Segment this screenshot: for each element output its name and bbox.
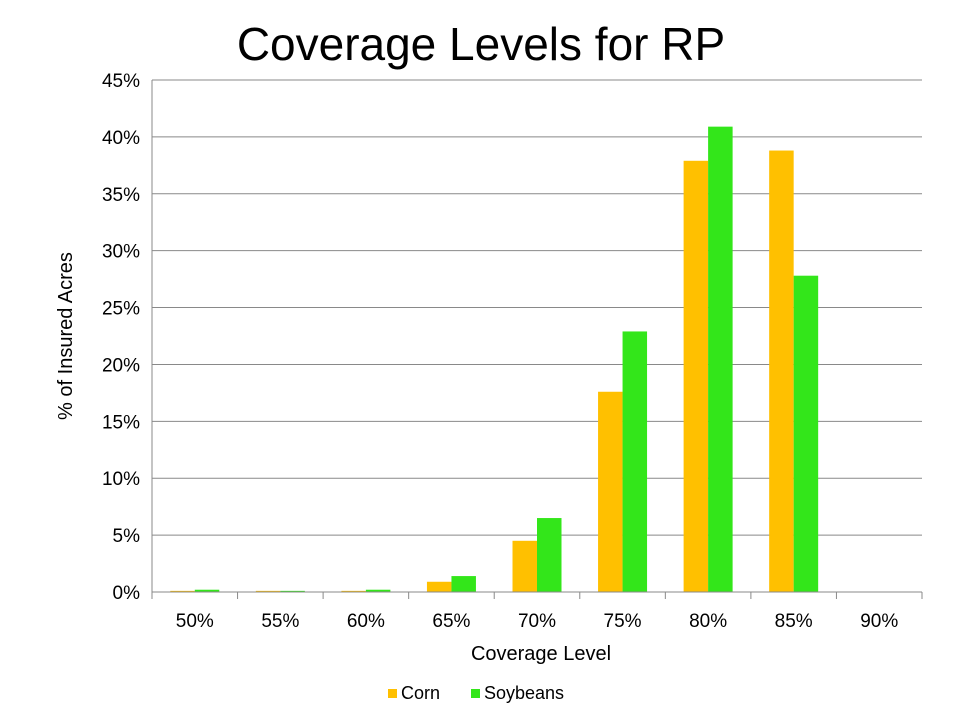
y-tick-label: 25% (102, 299, 140, 320)
bar-soybeans-7 (793, 275, 819, 592)
legend-label-corn: Corn (401, 683, 440, 703)
bar-soybeans-3 (451, 576, 476, 592)
bar-corn-5 (598, 391, 623, 592)
x-tick-label: 60% (347, 611, 385, 632)
bar-corn-4 (512, 540, 537, 592)
bar-soybeans-1 (280, 590, 305, 592)
x-tick-label: 70% (518, 611, 556, 632)
y-tick-label: 5% (113, 526, 141, 547)
y-tick-label: 15% (102, 412, 140, 433)
bar-corn-7 (769, 150, 794, 592)
bar-corn-6 (683, 160, 709, 592)
bar-soybeans-5 (622, 331, 648, 592)
bar-soybeans-4 (537, 518, 562, 592)
bar-soybeans-0 (194, 589, 220, 592)
y-axis-title: % of Insured Acres (55, 252, 77, 420)
bar-corn-3 (426, 581, 452, 592)
x-tick-label: 65% (432, 611, 470, 632)
x-tick-label: 75% (604, 611, 642, 632)
x-tick-label: 85% (775, 611, 813, 632)
y-tick-label: 40% (102, 128, 140, 149)
legend-label-soybeans: Soybeans (484, 683, 564, 703)
chart-title: Coverage Levels for RP (237, 18, 725, 70)
x-axis-title: Coverage Level (471, 643, 611, 665)
y-tick-label: 10% (102, 469, 140, 490)
bar-corn-2 (341, 590, 366, 592)
legend-swatch-soybeans (471, 689, 480, 698)
y-tick-label: 20% (102, 355, 140, 376)
legend: Corn Soybeans (388, 683, 564, 703)
y-tick-label: 45% (102, 71, 140, 92)
bar-soybeans-6 (708, 126, 733, 592)
legend-swatch-corn (388, 689, 397, 698)
y-axis-ticks: 0% 5% 10% 15% 20% 25% 30% 35% 40% 45% (102, 71, 140, 604)
gridlines (152, 79, 922, 536)
x-tick-label: 80% (689, 611, 727, 632)
bar-corn-1 (255, 590, 281, 592)
x-tick-label: 90% (860, 611, 898, 632)
y-tick-label: 35% (102, 185, 140, 206)
x-axis-ticks: 50% 55% 60% 65% 70% 75% 80% 85% 90% (151, 592, 923, 632)
y-tick-label: 0% (113, 583, 141, 604)
bar-corn-0 (170, 590, 195, 592)
y-tick-label: 30% (102, 242, 140, 263)
x-tick-label: 55% (261, 611, 299, 632)
bar-soybeans-2 (365, 589, 391, 592)
x-tick-label: 50% (176, 611, 214, 632)
bars (170, 126, 819, 592)
